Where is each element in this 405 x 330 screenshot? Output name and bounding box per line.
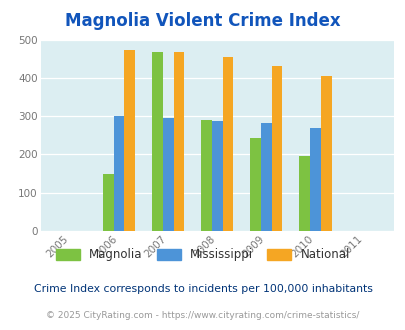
Text: © 2025 CityRating.com - https://www.cityrating.com/crime-statistics/: © 2025 CityRating.com - https://www.city… (46, 311, 359, 320)
Bar (200, 120, 211, 231)
Bar (211, 121, 222, 231)
Text: Crime Index corresponds to incidents per 100,000 inhabitants: Crime Index corresponds to incidents per… (34, 284, 371, 294)
Bar (173, 52, 184, 231)
Bar (320, 76, 331, 231)
Bar (309, 128, 320, 231)
Bar (260, 123, 271, 231)
Bar (102, 174, 113, 231)
Bar (151, 52, 162, 231)
Bar (124, 50, 135, 231)
Text: Magnolia Violent Crime Index: Magnolia Violent Crime Index (65, 13, 340, 30)
Legend: Magnolia, Mississippi, National: Magnolia, Mississippi, National (56, 248, 349, 261)
Bar (113, 116, 124, 231)
Bar (249, 138, 260, 231)
Bar (298, 156, 309, 231)
Bar (162, 118, 173, 231)
Bar (222, 57, 233, 231)
Bar (271, 66, 282, 231)
